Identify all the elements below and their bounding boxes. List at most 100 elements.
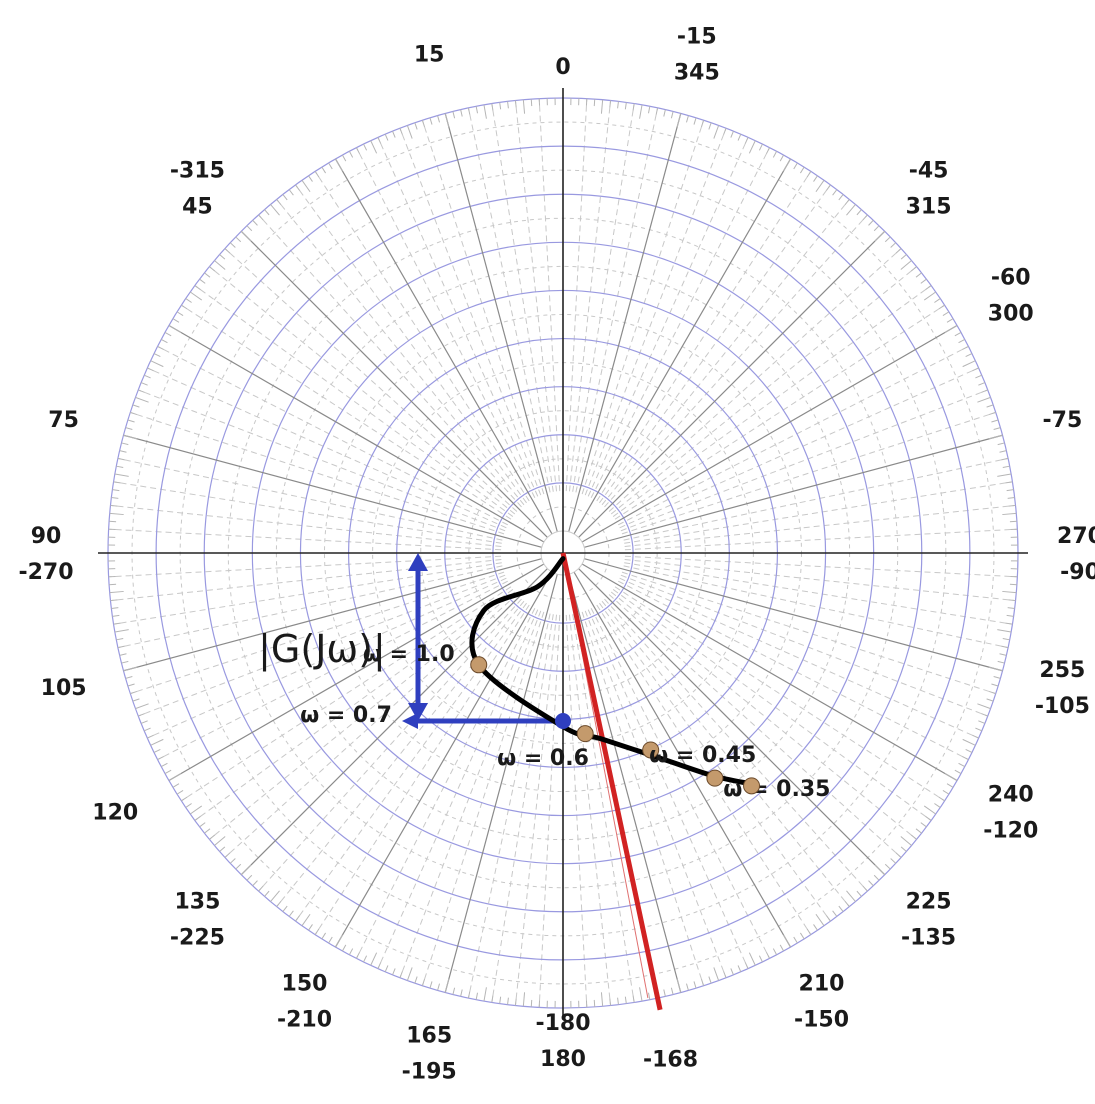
angle-label-text: 45 [182, 194, 213, 219]
rim-tick [938, 304, 945, 310]
rim-tick [744, 137, 749, 144]
rim-tick [609, 998, 612, 1006]
rim-tick [116, 465, 124, 469]
rim-tick [655, 107, 659, 115]
angle-label: 120 [92, 801, 138, 826]
fine-spoke [604, 598, 868, 892]
angle-label: 225 -135 [901, 890, 956, 951]
angle-label-text: 210 [799, 972, 845, 997]
angle-label-text: 270 [1057, 524, 1095, 549]
rim-tick [491, 103, 494, 111]
rim-tick [946, 783, 954, 788]
rim-tick [282, 194, 288, 201]
rim-tick [119, 653, 127, 656]
fine-spoke [624, 528, 1018, 551]
rim-tick [113, 481, 121, 484]
fine-spoke [608, 248, 902, 512]
major-spoke [573, 158, 792, 535]
fine-spoke [491, 614, 554, 1003]
fine-spoke [314, 604, 530, 935]
rim-tick [972, 734, 979, 739]
rim-tick [765, 147, 771, 155]
rim-tick [110, 504, 118, 507]
rim-tick [176, 311, 184, 317]
fine-spoke [258, 214, 522, 508]
rim-tick [214, 836, 226, 846]
fine-spoke [612, 285, 932, 517]
rim-tick [978, 382, 986, 386]
fine-spoke [584, 128, 727, 496]
angle-label-text: 15 [414, 43, 445, 68]
rim-tick [961, 345, 969, 351]
rim-tick [406, 967, 413, 981]
rim-tick [783, 158, 791, 172]
major-spoke [168, 324, 545, 543]
rim-tick [224, 248, 231, 254]
fine-spoke [147, 577, 507, 739]
rim-tick [686, 983, 689, 991]
rim-tick [806, 171, 812, 178]
fine-spoke [276, 600, 525, 907]
angle-label: 15 [414, 43, 445, 68]
rim-tick [900, 846, 907, 852]
rim-tick [437, 115, 440, 123]
fine-spoke [568, 614, 612, 1006]
rim-tick [890, 242, 897, 248]
fine-spoke [619, 367, 979, 529]
rim-tick [965, 353, 973, 358]
angle-label-text: 255 [1039, 658, 1085, 683]
fine-spoke [565, 614, 588, 1008]
rim-tick [991, 683, 999, 687]
rim-tick [132, 698, 140, 702]
rim-tick [981, 389, 988, 393]
rim-tick [647, 992, 651, 1000]
rim-tick [150, 360, 164, 368]
fine-spoke [623, 565, 1009, 649]
rim-tick [444, 113, 450, 128]
rim-tick [639, 987, 643, 1002]
rim-tick [873, 874, 880, 881]
rim-tick [1007, 497, 1015, 499]
rim-tick [140, 382, 148, 386]
rim-tick [958, 762, 965, 768]
rim-tick [429, 117, 433, 125]
fine-spoke [623, 457, 1009, 541]
angle-label: 210 -150 [794, 972, 849, 1033]
rim-tick [321, 932, 327, 940]
rim-tick [384, 965, 389, 973]
rim-tick [868, 219, 874, 226]
major-spoke [334, 158, 553, 535]
angle-label-text: 315 [906, 194, 952, 219]
rim-tick [862, 885, 868, 892]
rim-tick [229, 242, 236, 248]
rim-tick [399, 971, 403, 978]
rim-tick [258, 214, 264, 221]
angle-label-text: -120 [983, 819, 1038, 844]
rim-tick [258, 885, 264, 892]
fine-spoke [568, 100, 612, 492]
rim-tick [150, 738, 164, 746]
rim-tick [138, 389, 145, 393]
rim-tick [392, 130, 396, 138]
fine-spoke [181, 304, 512, 520]
fine-spoke [110, 558, 502, 602]
rim-tick [204, 272, 211, 278]
rim-tick [925, 815, 932, 821]
rim-tick [185, 298, 192, 303]
rim-tick [639, 104, 643, 119]
rim-tick [112, 489, 120, 492]
rim-tick [406, 125, 413, 139]
rim-tick [335, 934, 343, 948]
rim-tick [132, 404, 140, 408]
rim-tick [499, 102, 502, 110]
rim-tick [1008, 599, 1016, 602]
rim-tick [934, 803, 941, 808]
rim-tick [991, 419, 999, 423]
angle-label-text: -105 [1035, 694, 1090, 719]
fine-spoke [224, 248, 518, 512]
fine-spoke [181, 586, 512, 802]
rim-tick [910, 266, 917, 272]
rim-tick [923, 291, 937, 301]
